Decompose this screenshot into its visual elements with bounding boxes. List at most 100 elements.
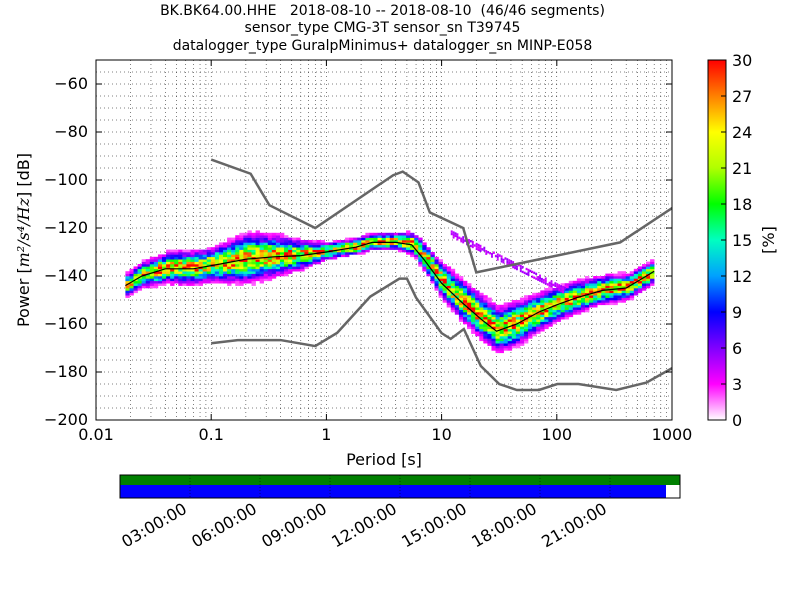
psd-cell: [218, 256, 224, 260]
psd-cell: [145, 283, 151, 286]
psd-cell: [450, 290, 456, 294]
psd-cell: [548, 300, 553, 303]
psd-cell: [259, 232, 264, 236]
psd-cell: [458, 280, 464, 284]
psd-cell: [434, 268, 439, 272]
chart-title-line-1: BK.BK64.00.HHE 2018-08-10 -- 2018-08-10 …: [160, 3, 605, 19]
psd-cell: [515, 326, 521, 330]
psd-cell: [434, 259, 439, 262]
psd-cell: [133, 268, 138, 272]
psd-cell: [162, 266, 167, 270]
psd-cell: [498, 254, 501, 257]
psd-cell: [259, 237, 264, 241]
psd-cell: [190, 271, 195, 274]
psd-cell: [560, 302, 565, 306]
psd-cell: [186, 249, 191, 253]
psd-cell: [259, 242, 264, 246]
psd-cell: [450, 271, 456, 274]
psd-cell: [564, 297, 570, 301]
psd-cell: [495, 350, 500, 354]
psd-cell: [426, 268, 431, 272]
psd-cell: [227, 278, 232, 282]
psd-cell: [296, 247, 301, 250]
psd-cell: [153, 264, 159, 267]
psd-cell: [576, 300, 582, 303]
psd-cell: [621, 278, 626, 282]
psd-cell: [524, 309, 529, 313]
psd-cell: [458, 307, 464, 310]
psd-cell: [527, 271, 530, 274]
psd-cell: [585, 283, 590, 286]
psd-cell: [617, 271, 622, 274]
psd-cell: [454, 285, 460, 289]
psd-cell: [450, 300, 456, 303]
psd-cell: [239, 283, 244, 286]
psd-cell: [141, 278, 147, 282]
psd-cell: [528, 314, 533, 318]
psd-cell: [373, 232, 378, 236]
psd-cell: [149, 273, 155, 277]
psd-cell: [279, 256, 285, 260]
psd-cell: [477, 243, 480, 247]
psd-cell: [125, 273, 130, 277]
psd-cell: [422, 244, 427, 248]
psd-cell: [133, 283, 138, 286]
psd-cell: [288, 240, 293, 243]
psd-cell: [613, 280, 618, 284]
psd-cell: [523, 271, 526, 275]
psd-cell: [528, 304, 533, 308]
psd-cell: [568, 292, 574, 296]
psd-cell: [170, 254, 175, 258]
psd-cell: [255, 268, 260, 272]
psd-cell: [483, 300, 488, 303]
psd-cell: [239, 276, 244, 279]
psd-cell: [292, 249, 297, 253]
psd-cell: [251, 235, 256, 238]
psd-cell: [568, 280, 574, 284]
psd-cell: [434, 285, 439, 289]
psd-cell: [251, 261, 256, 265]
psd-cell: [475, 297, 480, 301]
psd-cell: [458, 276, 464, 279]
psd-cell: [528, 328, 533, 332]
psd-cell: [214, 252, 220, 255]
psd-cell: [536, 297, 541, 301]
psd-cell: [464, 239, 467, 242]
psd-cell: [149, 276, 155, 279]
psd-cell: [564, 304, 570, 308]
psd-cell: [471, 312, 476, 315]
psd-cell: [316, 247, 321, 250]
psd-cell: [239, 278, 244, 282]
psd-cell: [430, 266, 435, 270]
psd-cell: [519, 321, 525, 325]
psd-cell: [361, 247, 366, 250]
psd-cell: [153, 285, 159, 289]
psd-cell: [550, 280, 553, 283]
psd-cell: [157, 278, 163, 282]
psd-cell: [544, 324, 549, 327]
psd-cell: [605, 290, 610, 294]
psd-cell: [593, 283, 598, 286]
psd-cell: [231, 256, 236, 260]
psd-cell: [524, 328, 529, 332]
psd-cell: [300, 266, 305, 270]
psd-cell: [288, 242, 293, 246]
psd-cell: [560, 292, 565, 296]
psd-cell: [430, 276, 435, 279]
psd-cell: [247, 237, 252, 241]
psd-cell: [454, 312, 460, 315]
psd-cell: [263, 278, 269, 282]
y-tick-label: −120: [44, 218, 88, 237]
psd-cell: [458, 285, 464, 289]
psd-cell: [475, 316, 480, 320]
psd-cell: [535, 277, 538, 280]
psd-cell: [625, 276, 631, 279]
psd-cell: [235, 283, 240, 286]
psd-cell: [235, 278, 240, 282]
psd-cell: [556, 316, 561, 320]
psd-cell: [137, 285, 142, 289]
psd-cell: [511, 314, 517, 318]
psd-cell: [414, 256, 419, 260]
psd-cell: [259, 276, 264, 279]
psd-cell: [519, 264, 522, 268]
